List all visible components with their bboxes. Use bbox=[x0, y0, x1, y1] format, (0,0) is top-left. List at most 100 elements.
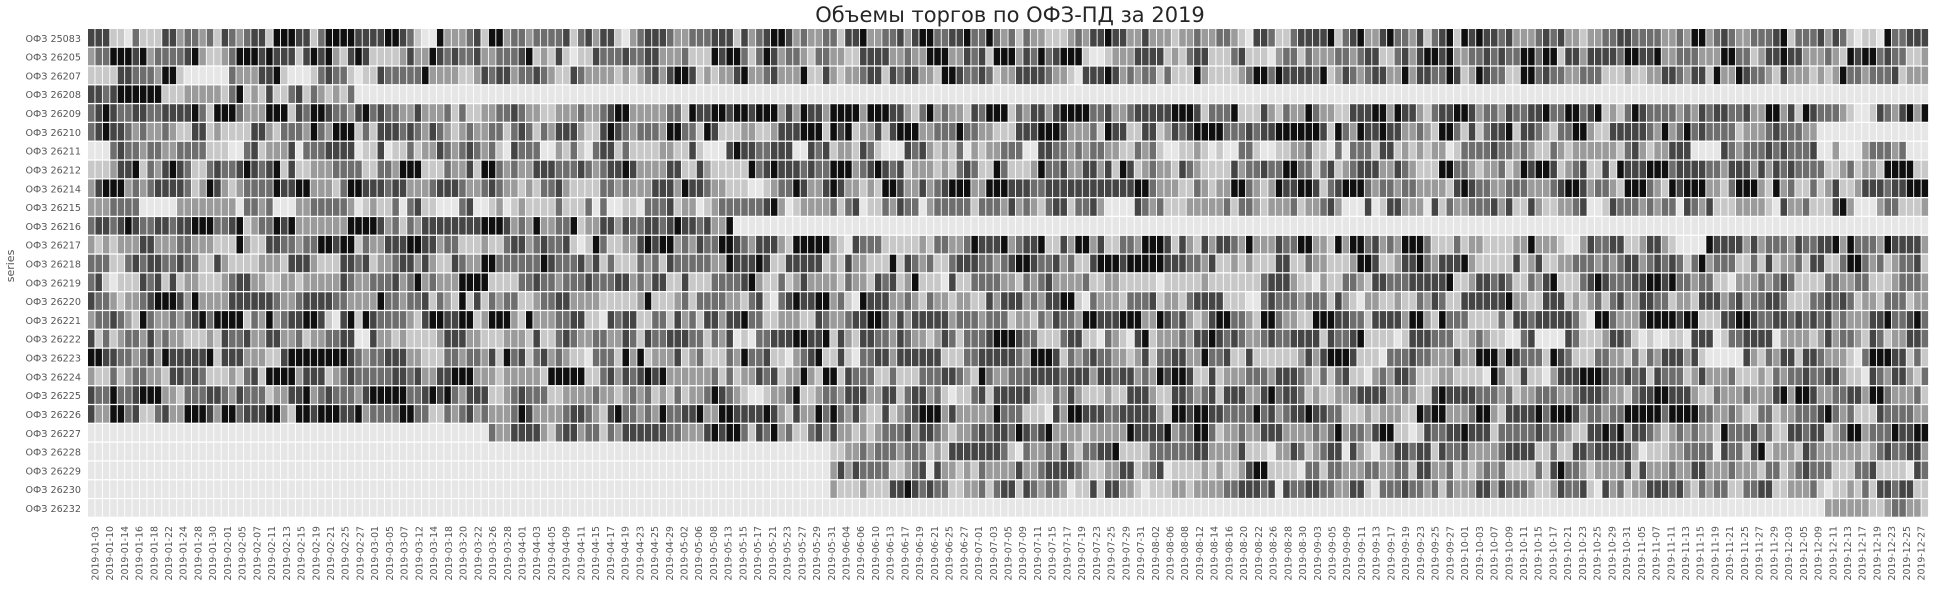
heatmap-cell bbox=[689, 66, 696, 85]
heatmap-cell bbox=[102, 292, 110, 310]
heatmap-cell bbox=[1921, 254, 1929, 273]
heatmap-cell bbox=[860, 367, 867, 386]
heatmap-cell bbox=[622, 198, 629, 216]
heatmap-cell bbox=[689, 367, 696, 386]
heatmap-cell bbox=[800, 311, 808, 329]
heatmap-cell bbox=[622, 292, 629, 310]
heatmap-cell bbox=[1884, 160, 1891, 179]
heatmap-cell bbox=[340, 85, 347, 103]
heatmap-cell bbox=[711, 104, 719, 122]
heatmap-cell bbox=[993, 348, 1001, 367]
heatmap-cell bbox=[949, 386, 956, 404]
heatmap-cell bbox=[496, 141, 503, 160]
heatmap-cell bbox=[904, 254, 912, 273]
heatmap-cell bbox=[474, 47, 481, 66]
heatmap-cell bbox=[1201, 273, 1209, 292]
heatmap-cell bbox=[206, 273, 214, 292]
heatmap-cell bbox=[1053, 29, 1060, 47]
heatmap-cell bbox=[1528, 198, 1535, 216]
heatmap-cell bbox=[1676, 85, 1684, 103]
heatmap-cell bbox=[1142, 85, 1149, 103]
heatmap-cell bbox=[1780, 235, 1788, 254]
heatmap-cell bbox=[1030, 29, 1038, 47]
heatmap-cell bbox=[1921, 235, 1929, 254]
heatmap-cell bbox=[229, 329, 236, 348]
heatmap-cell bbox=[1713, 386, 1721, 404]
heatmap-cell bbox=[1750, 29, 1758, 47]
heatmap-cell bbox=[926, 386, 934, 404]
heatmap-cell bbox=[1780, 348, 1788, 367]
heatmap-cell bbox=[1260, 367, 1268, 386]
heatmap-cell bbox=[1179, 160, 1186, 179]
heatmap-cell bbox=[1839, 254, 1847, 273]
heatmap-cell bbox=[845, 198, 852, 216]
heatmap-cell bbox=[1038, 386, 1045, 404]
heatmap-cell bbox=[1535, 386, 1543, 404]
heatmap-cell bbox=[1149, 198, 1157, 216]
heatmap-cell bbox=[1906, 123, 1914, 141]
heatmap-cell bbox=[1105, 123, 1112, 141]
heatmap-cell bbox=[1045, 85, 1053, 103]
heatmap-cell bbox=[1550, 217, 1557, 235]
heatmap-cell bbox=[1231, 386, 1238, 404]
heatmap-cell bbox=[1149, 29, 1157, 47]
heatmap-cell bbox=[399, 160, 407, 179]
heatmap-cell bbox=[422, 311, 429, 329]
heatmap-cell bbox=[147, 85, 154, 103]
heatmap-cell bbox=[392, 329, 399, 348]
heatmap-cell bbox=[1127, 311, 1134, 329]
heatmap-cell bbox=[1431, 386, 1439, 404]
heatmap-cell bbox=[1491, 123, 1498, 141]
heatmap-cell bbox=[1372, 198, 1379, 216]
heatmap-cell bbox=[711, 198, 719, 216]
heatmap-cell bbox=[1431, 273, 1439, 292]
heatmap-cell bbox=[466, 123, 474, 141]
heatmap-cell bbox=[1327, 386, 1335, 404]
heatmap-cell bbox=[1713, 217, 1721, 235]
heatmap-cell bbox=[1832, 217, 1840, 235]
heatmap-cell bbox=[154, 29, 162, 47]
heatmap-cell bbox=[1684, 47, 1691, 66]
heatmap-cell bbox=[949, 367, 956, 386]
heatmap-cell bbox=[1609, 85, 1617, 103]
heatmap-cell bbox=[1483, 329, 1491, 348]
heatmap-cell bbox=[1869, 367, 1877, 386]
heatmap-cell bbox=[1312, 66, 1320, 85]
heatmap-cell bbox=[481, 367, 488, 386]
heatmap-cell bbox=[481, 198, 488, 216]
heatmap-cell bbox=[1557, 329, 1565, 348]
heatmap-cell bbox=[919, 386, 926, 404]
heatmap-cell bbox=[1832, 198, 1840, 216]
heatmap-cell bbox=[1453, 66, 1461, 85]
heatmap-cell bbox=[474, 348, 481, 367]
heatmap-cell bbox=[1832, 123, 1840, 141]
heatmap-cell bbox=[1906, 198, 1914, 216]
heatmap-cell bbox=[867, 348, 874, 367]
heatmap-cell bbox=[1780, 123, 1788, 141]
heatmap-cell bbox=[466, 47, 474, 66]
heatmap-cell bbox=[102, 254, 110, 273]
heatmap-cell bbox=[525, 235, 533, 254]
heatmap-cell bbox=[407, 217, 414, 235]
heatmap-cell bbox=[1505, 198, 1513, 216]
heatmap-cell bbox=[177, 405, 184, 423]
heatmap-cell bbox=[1691, 292, 1698, 310]
heatmap-cell bbox=[1112, 235, 1119, 254]
heatmap-cell bbox=[1461, 179, 1468, 197]
heatmap-cell bbox=[162, 273, 169, 292]
heatmap-cell bbox=[592, 235, 600, 254]
heatmap-cell bbox=[874, 348, 882, 367]
heatmap-cell bbox=[785, 29, 793, 47]
heatmap-cell bbox=[1743, 292, 1750, 310]
heatmap-cell bbox=[1298, 85, 1305, 103]
heatmap-cell bbox=[763, 273, 771, 292]
heatmap-cell bbox=[1431, 217, 1439, 235]
heatmap-cell bbox=[1550, 198, 1557, 216]
heatmap-cell bbox=[1453, 273, 1461, 292]
heatmap-cell bbox=[1491, 386, 1498, 404]
heatmap-cell bbox=[1082, 47, 1090, 66]
heatmap-cell bbox=[310, 217, 318, 235]
heatmap-cell bbox=[221, 66, 229, 85]
heatmap-cell bbox=[659, 348, 667, 367]
heatmap-cell bbox=[318, 123, 325, 141]
